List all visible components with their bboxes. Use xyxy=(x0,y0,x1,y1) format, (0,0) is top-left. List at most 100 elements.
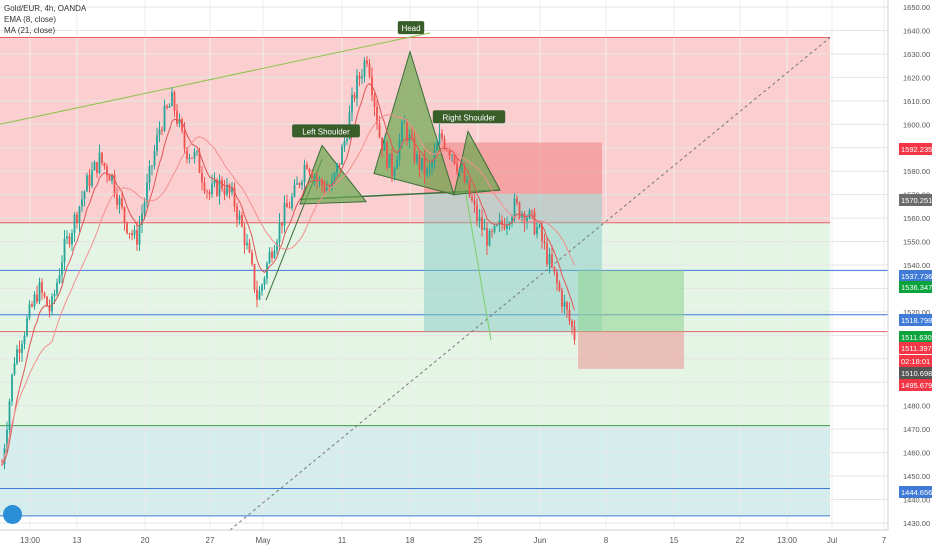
candle-body xyxy=(361,76,363,79)
time-tick-label: 13:00 xyxy=(20,536,41,545)
candle-body xyxy=(386,142,388,168)
candle-body xyxy=(426,168,428,175)
candle-body xyxy=(528,210,531,219)
candle-body xyxy=(486,228,488,246)
candle-body xyxy=(76,214,78,223)
candle-body xyxy=(466,180,468,182)
candle-body xyxy=(551,254,553,267)
zone-support-1 xyxy=(0,222,830,426)
candle-body xyxy=(1,464,3,466)
candle-body xyxy=(476,204,478,222)
candle-body xyxy=(243,226,246,246)
price-tag: 1536.347 xyxy=(899,281,932,293)
candle-body xyxy=(213,180,216,184)
candle-body xyxy=(38,282,41,302)
candle-body xyxy=(178,119,181,124)
candle-body xyxy=(313,176,316,179)
candle-body xyxy=(366,60,368,64)
candle-body xyxy=(421,157,423,170)
candle-body xyxy=(363,60,366,77)
price-tick-label: 1620.00 xyxy=(903,73,930,82)
candle-body xyxy=(13,363,16,375)
pattern-label-text: Head xyxy=(401,24,420,33)
price-tag-bg xyxy=(899,379,932,391)
candle-body xyxy=(496,224,498,226)
candle-body xyxy=(183,130,186,149)
candle-body xyxy=(516,198,518,203)
candle-body xyxy=(413,137,416,162)
candle-body xyxy=(66,236,68,239)
candle-body xyxy=(18,349,21,353)
candle-body xyxy=(233,187,236,207)
candle-body xyxy=(423,157,426,175)
candle-body xyxy=(193,152,196,159)
projection-line xyxy=(465,194,492,341)
candle-body xyxy=(276,241,278,251)
candle-body xyxy=(438,133,441,144)
tradingview-logo-icon[interactable] xyxy=(3,505,22,524)
candle-body xyxy=(248,242,251,253)
candle-body xyxy=(48,305,51,312)
candle-body xyxy=(566,302,568,310)
candle-body xyxy=(11,374,13,402)
candle-body xyxy=(241,215,243,227)
ema-indicator-label[interactable]: EMA (8, close) xyxy=(4,15,57,24)
candle-body xyxy=(396,159,398,169)
symbol-title[interactable]: Gold/EUR, 4h, OANDA xyxy=(4,4,87,13)
candle-body xyxy=(333,172,336,181)
right-shoulder-triangle xyxy=(453,129,501,196)
candle-body xyxy=(346,138,348,141)
time-tick-label: 27 xyxy=(206,536,215,545)
candle-body xyxy=(108,175,111,181)
candle-body xyxy=(473,200,476,205)
candle-body xyxy=(531,210,533,212)
candle-body xyxy=(86,175,88,192)
price-tag: 1510.698 xyxy=(899,367,932,379)
candle-body xyxy=(468,180,471,197)
price-tick-label: 1560.00 xyxy=(903,214,930,223)
candle-body xyxy=(336,163,338,173)
ma-indicator-label[interactable]: MA (21, close) xyxy=(4,26,56,35)
candle-body xyxy=(461,168,463,170)
candle-body xyxy=(353,94,356,99)
candle-body xyxy=(503,224,506,229)
candle-body xyxy=(113,174,116,195)
candle-body xyxy=(401,122,403,141)
price-tag: 02:18:01 xyxy=(899,355,932,367)
candle-body xyxy=(16,349,18,364)
candle-body xyxy=(163,105,166,131)
candle-body xyxy=(28,304,31,319)
price-tag-bg xyxy=(899,331,932,343)
candle-body xyxy=(548,254,551,265)
candle-body xyxy=(568,309,571,321)
time-tick-label: Jul xyxy=(827,536,837,545)
candle-body xyxy=(31,304,33,307)
price-tick-label: 1430.00 xyxy=(903,519,930,528)
candle-body xyxy=(418,154,421,170)
candle-body xyxy=(326,188,328,192)
candle-body xyxy=(341,146,343,165)
candle-body xyxy=(358,75,361,79)
candle-body xyxy=(36,294,38,302)
candle-body xyxy=(231,187,233,193)
candle-body xyxy=(6,429,8,449)
candle-body xyxy=(508,223,511,225)
candle-body xyxy=(236,206,238,220)
candle-body xyxy=(83,191,86,200)
time-tick-label: 20 xyxy=(141,536,150,545)
candle-body xyxy=(281,222,283,226)
price-tag: 1511.397 xyxy=(899,342,932,354)
candle-body xyxy=(223,188,226,195)
candle-body xyxy=(448,150,451,156)
pattern-label-bg xyxy=(397,21,425,35)
candle-body xyxy=(351,94,353,113)
candle-body xyxy=(441,133,443,139)
candle-body xyxy=(8,401,11,430)
candle-body xyxy=(63,238,66,263)
candle-body xyxy=(133,230,136,236)
candle-body xyxy=(93,162,96,171)
price-tick-label: 1580.00 xyxy=(903,167,930,176)
candle-body xyxy=(571,320,573,327)
candle-body xyxy=(196,151,198,153)
